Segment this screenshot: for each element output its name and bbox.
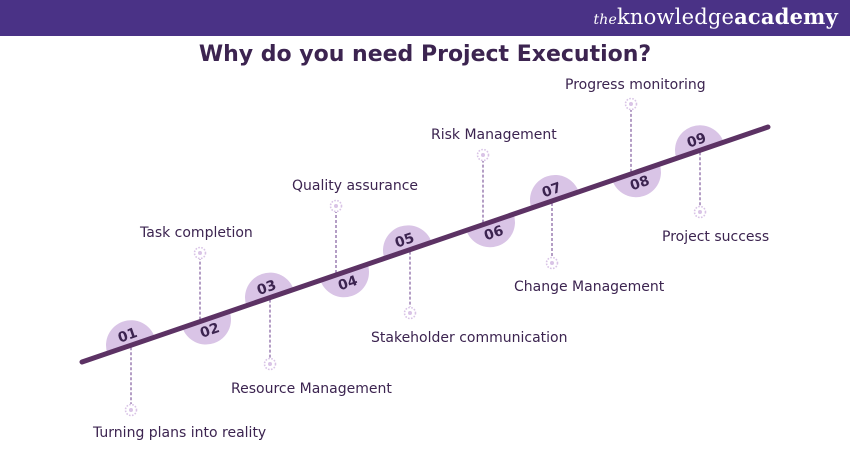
marker-dot-center-07 xyxy=(550,261,554,265)
marker-dot-05 xyxy=(403,306,417,320)
header-bar: theknowledgeacademy xyxy=(0,0,850,36)
step-number-03: 03 xyxy=(255,277,279,298)
step-badge-04 xyxy=(320,264,369,298)
step-badge-09 xyxy=(675,125,724,159)
step-label-06: Risk Management xyxy=(431,127,557,143)
marker-dot-center-01 xyxy=(129,408,133,412)
step-label-09: Project success xyxy=(662,229,770,245)
marker-dot-center-06 xyxy=(481,153,485,157)
step-badge-03 xyxy=(245,272,294,306)
step-number-06: 06 xyxy=(482,223,506,244)
marker-dot-center-04 xyxy=(334,204,338,208)
step-badge-02 xyxy=(182,311,231,345)
marker-dot-04 xyxy=(329,199,343,213)
step-label-02: Task completion xyxy=(140,225,253,241)
step-label-08: Progress monitoring xyxy=(565,77,706,93)
step-number-01: 01 xyxy=(116,325,140,346)
marker-dot-center-08 xyxy=(629,102,633,106)
marker-dot-08 xyxy=(624,97,638,111)
marker-dot-center-02 xyxy=(198,251,202,255)
step-badge-07 xyxy=(530,175,579,209)
brand-word-academy: academy xyxy=(734,4,838,29)
step-badge-06 xyxy=(466,214,515,248)
brand-prefix: the xyxy=(593,12,617,28)
marker-dot-01 xyxy=(124,403,138,417)
brand-logo: theknowledgeacademy xyxy=(593,4,838,29)
step-number-07: 07 xyxy=(540,180,564,201)
marker-dot-center-03 xyxy=(268,362,272,366)
step-badge-08 xyxy=(612,164,661,198)
marker-dot-06 xyxy=(476,148,490,162)
page-title: Why do you need Project Execution? xyxy=(198,42,652,67)
marker-dot-center-09 xyxy=(698,210,702,214)
marker-dot-07 xyxy=(545,256,559,270)
marker-dot-center-05 xyxy=(408,311,412,315)
step-label-01: Turning plans into reality xyxy=(93,425,267,441)
step-badge-05 xyxy=(383,225,432,259)
brand-word-knowledge: knowledge xyxy=(616,5,735,29)
step-number-08: 08 xyxy=(628,173,652,194)
step-number-09: 09 xyxy=(685,130,709,151)
marker-dot-03 xyxy=(263,357,277,371)
marker-dot-09 xyxy=(693,205,707,219)
step-number-05: 05 xyxy=(393,230,417,251)
timeline-line xyxy=(79,124,771,365)
step-number-04: 04 xyxy=(336,273,360,295)
step-label-04: Quality assurance xyxy=(292,178,419,194)
step-label-07: Change Management xyxy=(514,279,665,295)
step-number-02: 02 xyxy=(198,320,222,341)
step-label-03: Resource Management xyxy=(231,381,392,397)
step-label-05: Stakeholder communication xyxy=(371,330,568,346)
marker-dot-02 xyxy=(193,246,207,260)
step-badge-01 xyxy=(106,320,155,354)
